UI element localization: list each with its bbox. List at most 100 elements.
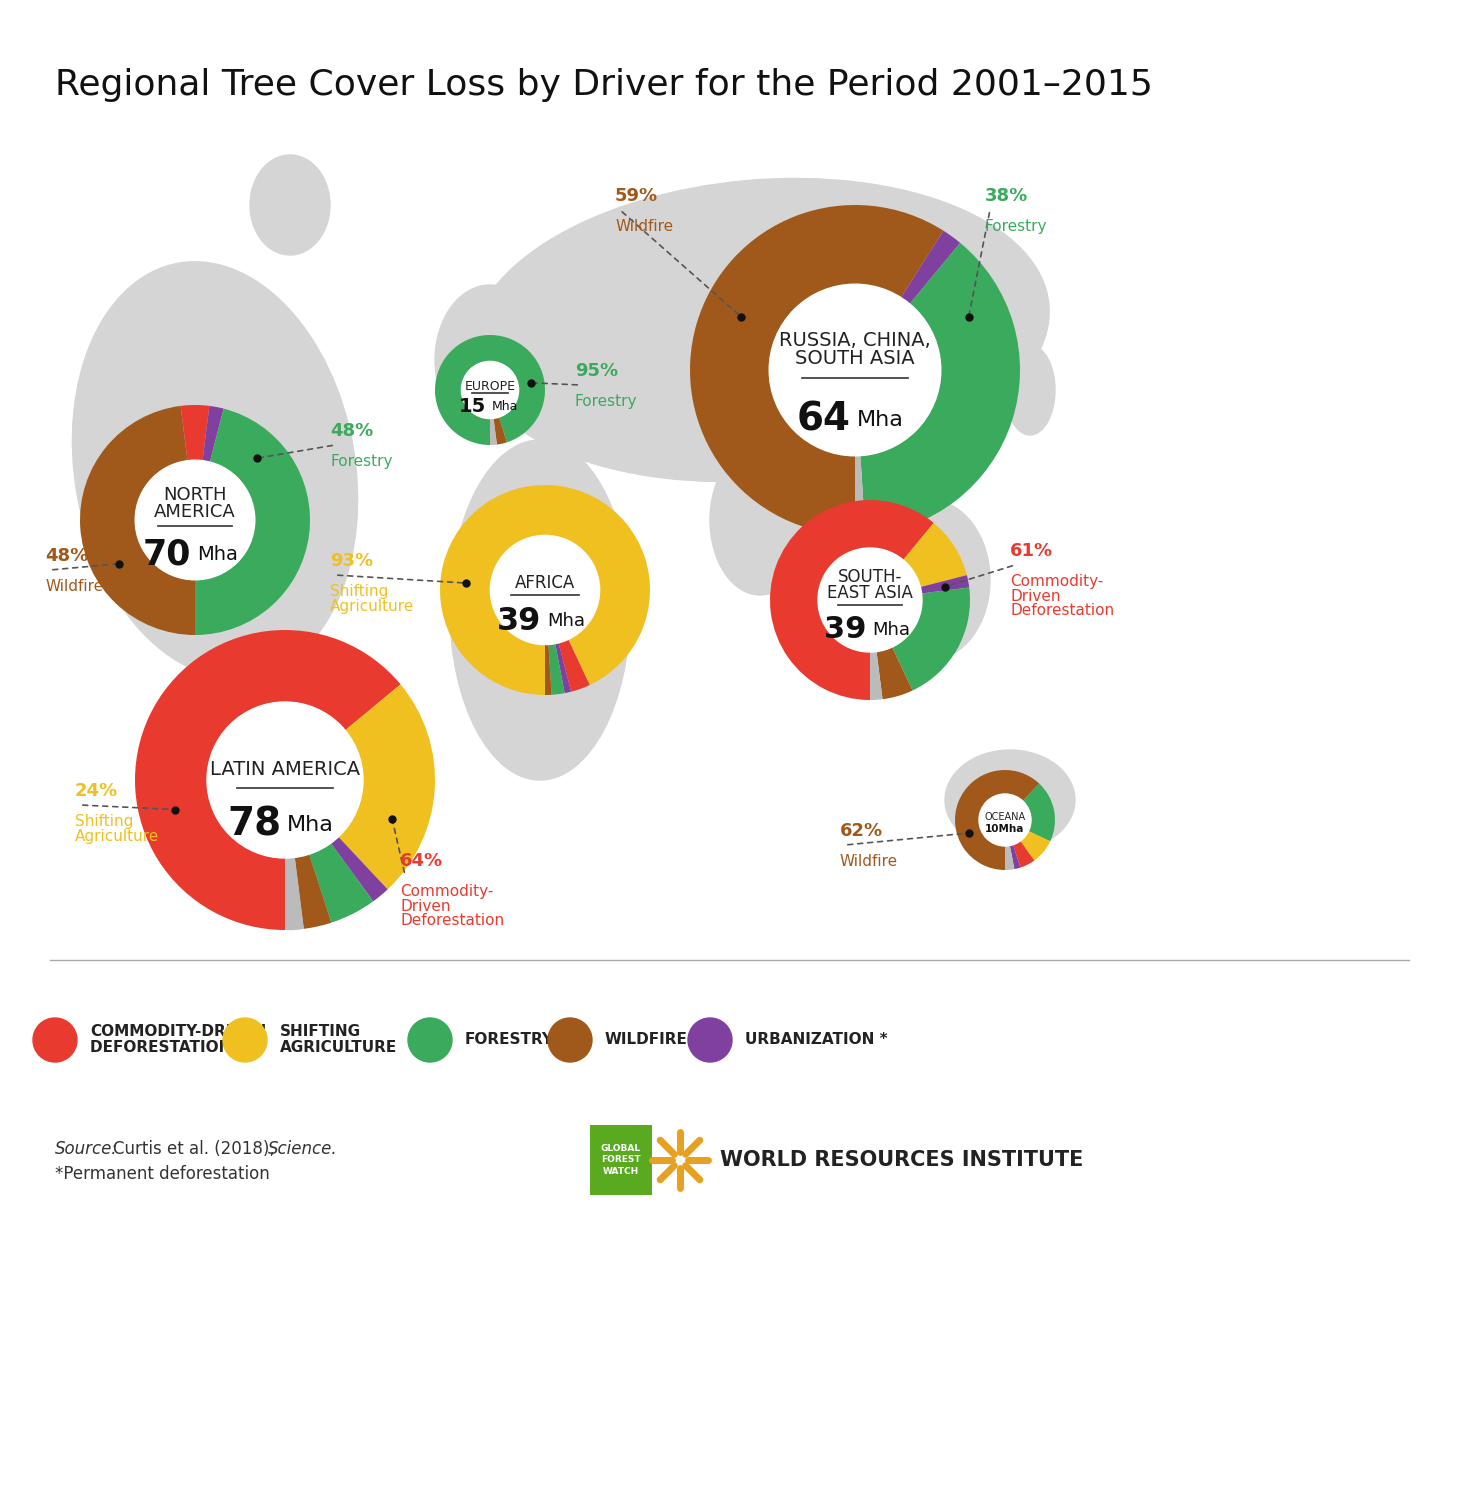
Text: Mha: Mha [197,545,238,564]
Circle shape [549,1017,592,1063]
Text: Shifting: Shifting [74,814,133,829]
Text: AMERICA: AMERICA [155,503,236,521]
Wedge shape [1020,831,1050,861]
Circle shape [689,1017,732,1063]
Text: Regional Tree Cover Loss by Driver for the Period 2001–2015: Regional Tree Cover Loss by Driver for t… [55,68,1153,102]
Text: 39: 39 [823,616,867,644]
Text: 24%: 24% [74,783,118,801]
Text: 70: 70 [143,537,191,572]
Text: URBANIZATION *: URBANIZATION * [746,1032,887,1047]
Text: GLOBAL
FOREST
WATCH: GLOBAL FOREST WATCH [601,1144,641,1177]
Ellipse shape [435,284,546,435]
Text: Mha: Mha [872,622,910,640]
Text: Mha: Mha [856,409,905,429]
Wedge shape [877,647,912,700]
Text: 48%: 48% [45,546,88,564]
Text: Agriculture: Agriculture [330,599,414,614]
Text: Curtis et al. (2018),: Curtis et al. (2018), [112,1139,274,1157]
Wedge shape [559,640,589,692]
Text: 62%: 62% [840,822,883,840]
Wedge shape [690,205,944,534]
Wedge shape [493,417,506,444]
Wedge shape [441,485,651,695]
Text: Driven: Driven [400,898,451,914]
Text: Mha: Mha [547,613,585,631]
Ellipse shape [471,179,1049,482]
Text: Deforestation: Deforestation [1010,604,1115,619]
Wedge shape [1023,784,1055,841]
Wedge shape [136,631,401,930]
Text: Wildfire: Wildfire [45,579,104,594]
Wedge shape [956,771,1039,870]
Text: Science.: Science. [268,1139,337,1157]
Wedge shape [549,644,565,695]
Text: Forestry: Forestry [985,220,1048,235]
Circle shape [461,361,518,418]
Text: WORLD RESOURCES INSTITUTE: WORLD RESOURCES INSTITUTE [719,1150,1084,1169]
Text: 15: 15 [458,397,486,415]
Wedge shape [203,406,223,462]
Wedge shape [1010,844,1020,868]
Text: AFRICA: AFRICA [515,573,575,591]
Text: COMMODITY-DRIVEN: COMMODITY-DRIVEN [90,1025,266,1040]
Text: Forestry: Forestry [330,455,392,470]
Text: LATIN AMERICA: LATIN AMERICA [210,760,360,780]
Ellipse shape [945,749,1075,850]
Text: 10Mha: 10Mha [985,825,1024,834]
Wedge shape [855,456,865,534]
Text: FORESTRY: FORESTRY [465,1032,554,1047]
Circle shape [207,701,363,858]
Text: Mha: Mha [287,816,334,835]
Circle shape [136,461,255,579]
Text: Source:: Source: [55,1139,118,1157]
Circle shape [979,795,1032,846]
Wedge shape [861,242,1020,534]
Circle shape [409,1017,452,1063]
Wedge shape [338,685,435,889]
Ellipse shape [249,155,330,254]
Text: Commodity-: Commodity- [400,885,493,900]
Circle shape [769,284,941,456]
Wedge shape [770,500,934,700]
Ellipse shape [711,445,810,594]
Ellipse shape [870,500,991,661]
Wedge shape [196,409,309,635]
Wedge shape [1005,846,1014,870]
Circle shape [223,1017,267,1063]
Wedge shape [870,652,883,700]
Text: *Permanent deforestation: *Permanent deforestation [55,1165,270,1183]
Text: 39: 39 [496,607,541,637]
Text: 93%: 93% [330,552,374,570]
FancyBboxPatch shape [589,1126,652,1195]
Text: SOUTH-: SOUTH- [837,569,902,587]
Text: Agriculture: Agriculture [74,829,159,844]
Wedge shape [902,230,960,304]
Text: AGRICULTURE: AGRICULTURE [280,1040,397,1055]
Text: WILDFIRE: WILDFIRE [605,1032,687,1047]
Text: Wildfire: Wildfire [616,220,673,235]
Wedge shape [490,418,498,445]
Wedge shape [80,406,196,635]
Text: OCEANA: OCEANA [985,813,1026,822]
Text: Forestry: Forestry [575,394,638,409]
Wedge shape [1013,841,1034,867]
Text: Shifting: Shifting [330,584,388,599]
Circle shape [818,548,922,652]
Text: DEFORESTATION *: DEFORESTATION * [90,1040,245,1055]
Ellipse shape [1005,345,1055,435]
Ellipse shape [73,262,357,679]
Text: Mha: Mha [492,400,518,412]
Wedge shape [181,405,210,461]
Circle shape [34,1017,77,1063]
Text: Deforestation: Deforestation [400,914,505,929]
Wedge shape [331,837,388,901]
Circle shape [490,536,600,644]
Text: SOUTH ASIA: SOUTH ASIA [795,349,915,367]
Text: Wildfire: Wildfire [840,855,899,870]
Wedge shape [556,643,570,694]
Wedge shape [295,855,331,929]
Text: 38%: 38% [985,187,1029,205]
Text: EUROPE: EUROPE [464,379,515,393]
Text: 59%: 59% [616,187,658,205]
Text: Commodity-: Commodity- [1010,575,1103,590]
